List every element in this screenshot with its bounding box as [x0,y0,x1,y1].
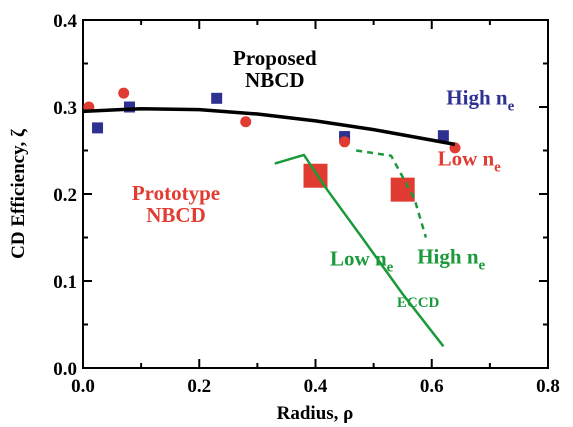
annotation-high-ne-green: High ne [417,245,485,274]
annotation-eccd-text: ECCD [397,295,440,311]
x-tick-label: 0.2 [187,376,211,397]
axis-ticks: 0.0 0.2 0.4 0.6 0.8 0.0 0.1 0.2 0.3 0.4 [53,11,560,397]
low-ne-points-point [339,136,351,148]
annotation-eccd: ECCD [397,295,440,311]
annotation-low-ne-right: Low ne [438,146,502,175]
annotation-high-ne-green-text: High n [417,245,479,269]
y-tick-label: 0.4 [53,11,77,32]
y-tick-label: 0.2 [53,185,77,206]
annotation-high-ne-right-text: High n [446,85,508,109]
prototype-nbcd-points-point [390,177,415,202]
y-tick-label: 0.3 [53,98,77,119]
x-axis-title: Radius, ρ [277,403,354,424]
annotation-high-ne-green-subscript: e [479,258,486,274]
annotation-low-ne-right-subscript: e [494,159,501,175]
annotation-low-ne-green-subscript: e [387,259,394,275]
x-tick-label: 0.0 [71,376,95,397]
annotation-prototype-line: NBCD [146,203,206,227]
low-ne-points-point [240,116,252,128]
annotation-high-ne-right: High ne [446,85,514,114]
proposed-nbcd-curve [82,106,456,147]
annotation-prototype-line: Prototype [132,181,220,205]
annotation-low-ne-green: Low ne [330,246,394,275]
y-tick-label: 0.1 [53,272,77,293]
annotation-proposed-line: Proposed [233,46,317,70]
annotation-low-ne-right-text: Low n [438,146,495,170]
high-ne-points-point [437,130,449,142]
annotation-high-ne-right-subscript: e [508,98,515,114]
annotation-low-ne-green-text: Low n [330,246,387,270]
x-tick-label: 0.4 [304,376,328,397]
annotation-proposed-line: NBCD [245,68,305,92]
high-ne-points-point [92,122,104,134]
x-tick-label: 0.8 [536,376,560,397]
high-ne-points-point [124,101,135,113]
high-ne-points-point [211,92,223,104]
x-tick-label: 0.6 [420,376,444,397]
eccd-low-ne-curve [274,153,445,348]
eccd-high-ne-curve [356,149,428,238]
y-axis-title: CD Efficiency, ζ [8,128,29,259]
series-layer [82,87,461,348]
low-ne-points-point [118,87,130,99]
y-tick-label: 0.0 [53,359,77,380]
